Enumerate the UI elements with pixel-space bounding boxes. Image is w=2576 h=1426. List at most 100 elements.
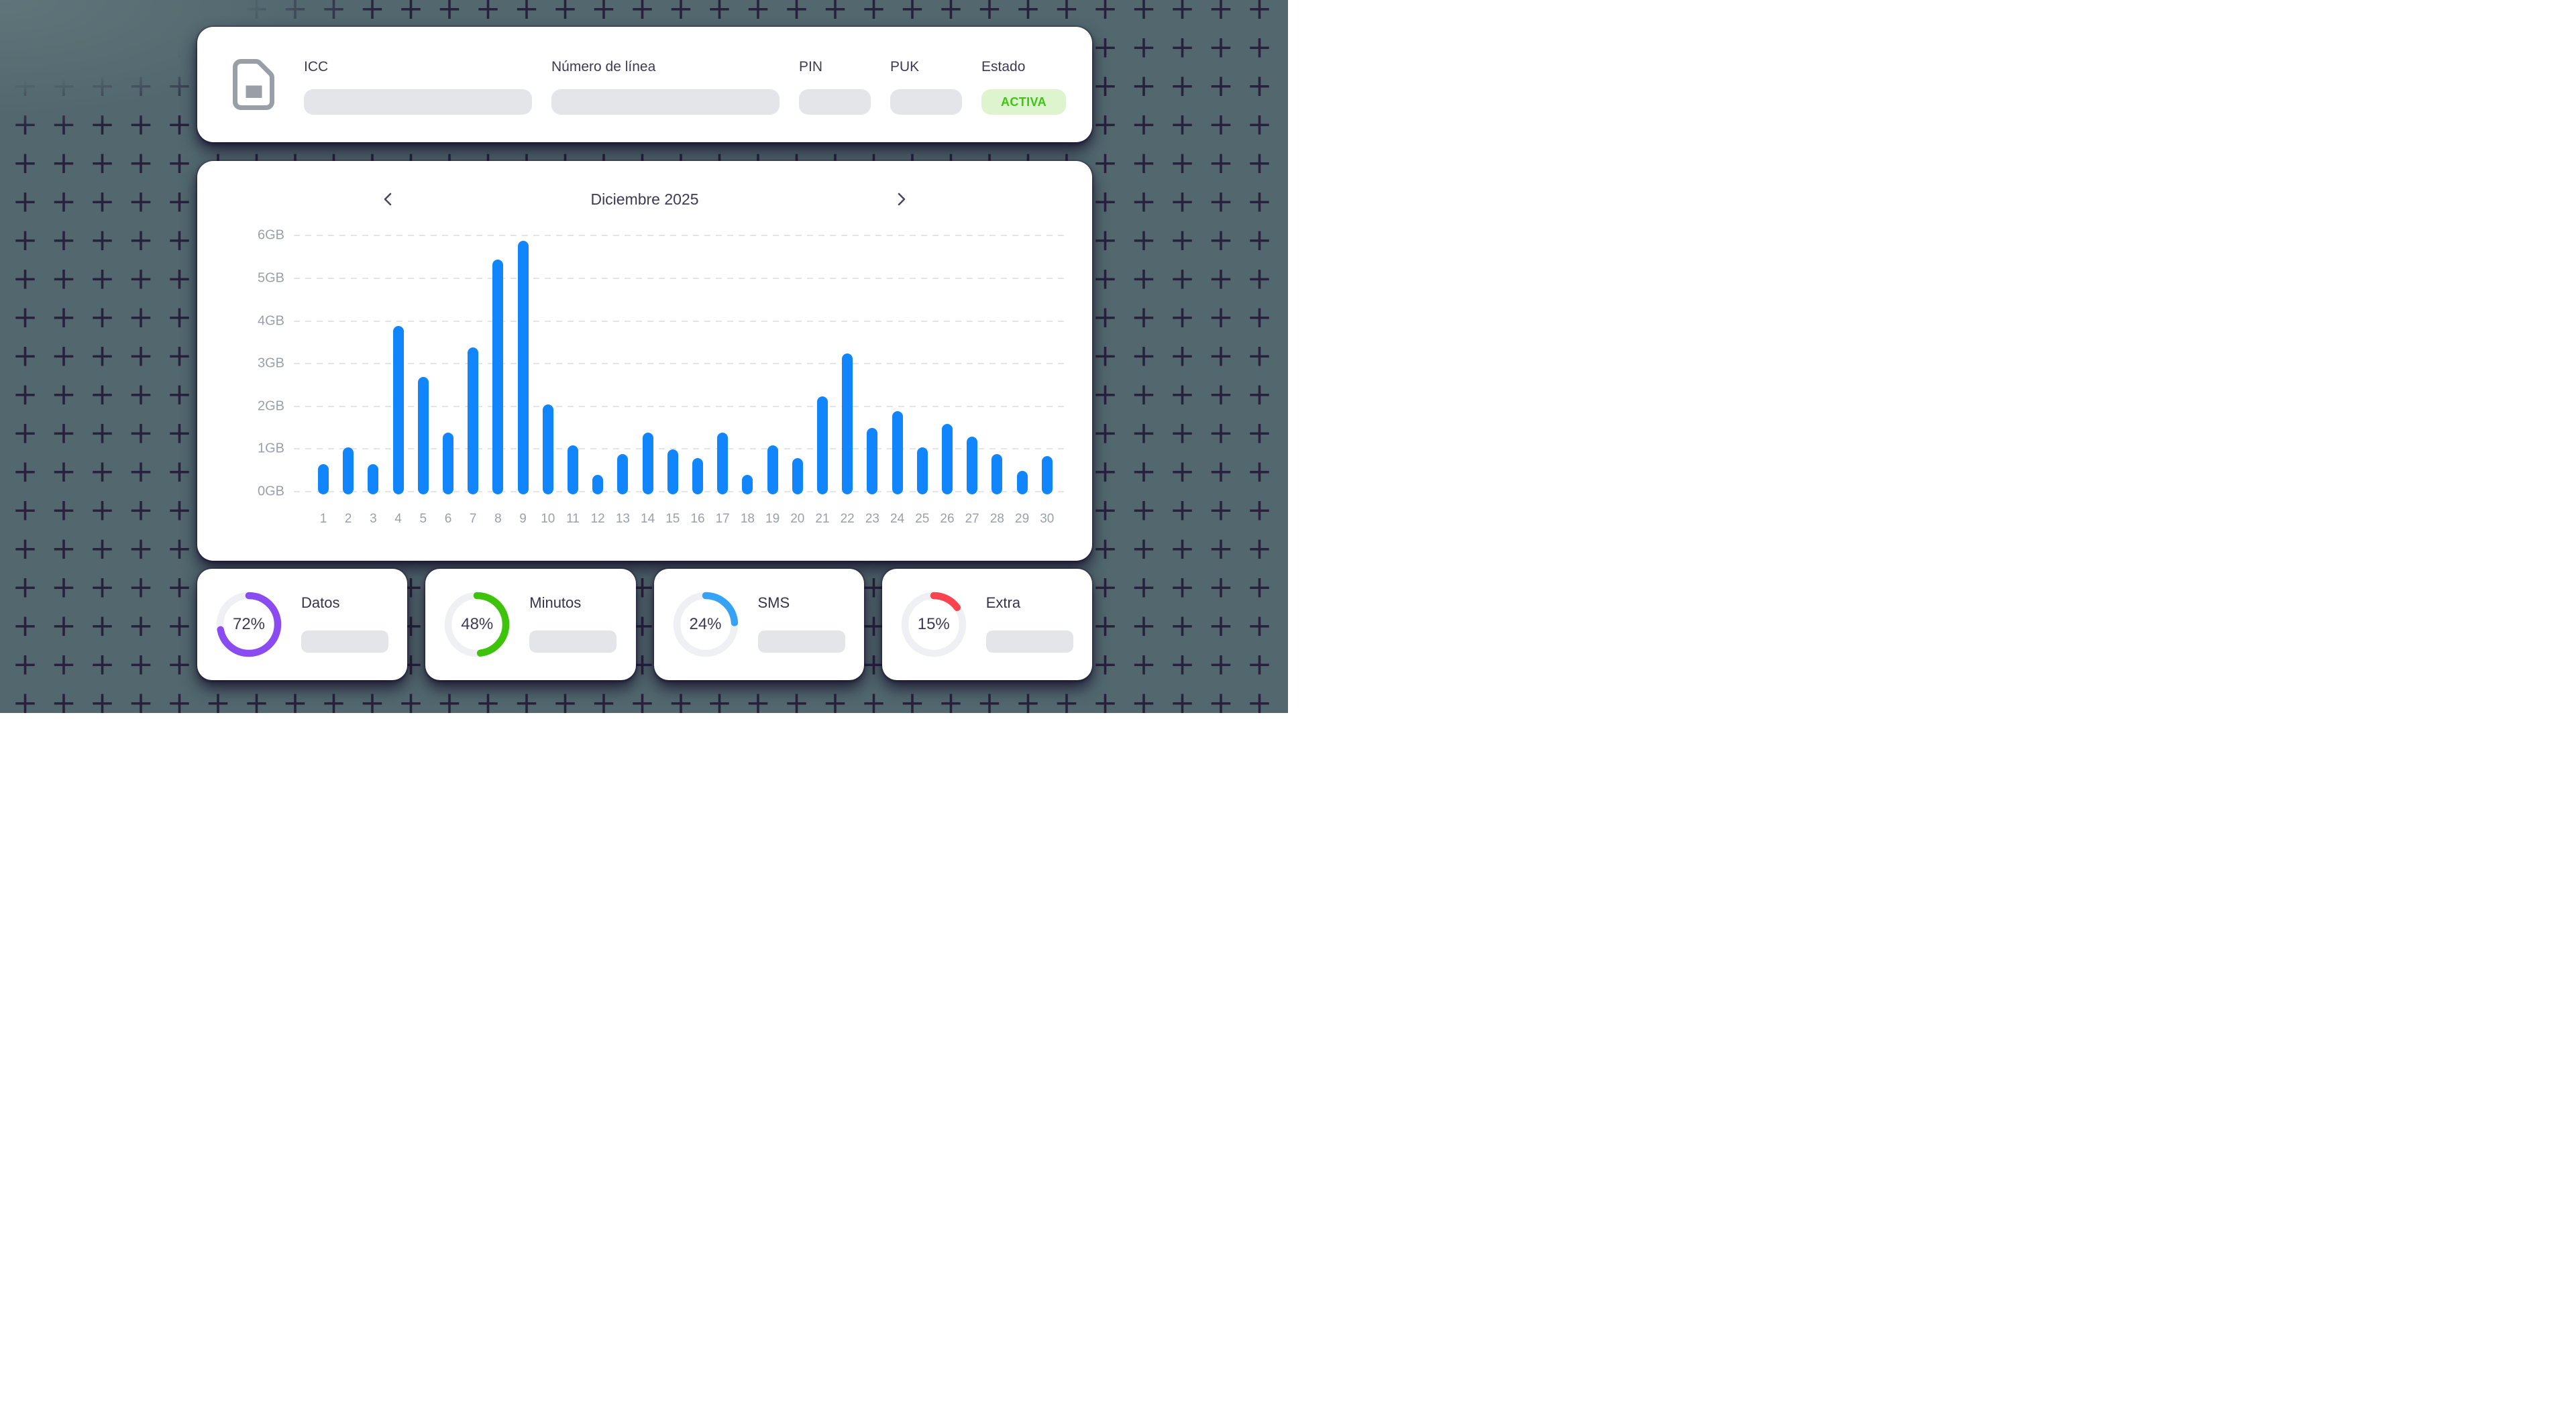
usage-chart-card: Diciembre 2025 0GB 1GB 2GB 3GB 4GB 5GB 6GB 1 2 3 4… xyxy=(197,161,1092,561)
x-tick-label: 12 xyxy=(590,512,605,526)
x-tick-label: 21 xyxy=(815,512,830,526)
bar-day-17 xyxy=(717,432,729,494)
x-tick-label: 10 xyxy=(541,512,555,526)
chevron-left-icon xyxy=(384,193,392,206)
x-tick-label: 29 xyxy=(1015,512,1030,526)
bar-day-22 xyxy=(842,353,853,494)
x-tick-label: 1 xyxy=(319,512,327,526)
chevron-right-icon xyxy=(898,193,906,206)
x-tick-label: 11 xyxy=(566,512,580,526)
bar-day-3 xyxy=(368,464,379,494)
x-tick-label: 6 xyxy=(444,512,452,526)
bar-day-11 xyxy=(568,445,578,494)
bar-day-24 xyxy=(892,410,903,494)
bar-day-29 xyxy=(1016,471,1028,494)
next-month-button[interactable] xyxy=(892,190,910,208)
field-label: PUK xyxy=(890,59,920,74)
sim-card-icon xyxy=(233,59,274,110)
usage-card-datos: 72% Datos xyxy=(197,569,408,680)
x-tick-label: 5 xyxy=(419,512,427,526)
x-tick-label: 8 xyxy=(494,512,502,526)
value-placeholder xyxy=(529,630,617,653)
bar-day-18 xyxy=(742,475,753,494)
x-tick-label: 19 xyxy=(765,512,780,526)
usage-card-minutos: 48% Minutos xyxy=(425,569,636,680)
x-tick-label: 22 xyxy=(840,512,855,526)
field-puk: PUK xyxy=(890,59,962,115)
usage-card-label: Extra xyxy=(985,594,1021,611)
field-label: ICC xyxy=(304,59,329,74)
progress-ring xyxy=(216,592,282,657)
bar-day-12 xyxy=(592,475,604,494)
sim-info-card: ICC Número de línea PIN PUK Estado ACTIVA xyxy=(197,27,1092,142)
field-estado: Estado ACTIVA xyxy=(981,59,1066,115)
bar-day-23 xyxy=(867,428,878,494)
usage-card-label: SMS xyxy=(757,594,790,611)
bar-day-30 xyxy=(1041,455,1053,494)
gridline xyxy=(294,363,1069,365)
y-tick-label: 1GB xyxy=(257,441,284,456)
x-tick-label: 24 xyxy=(890,512,905,526)
y-tick-label: 0GB xyxy=(257,484,284,499)
progress-percent: 72% xyxy=(232,615,266,633)
bar-day-4 xyxy=(392,325,404,494)
x-tick-label: 25 xyxy=(915,512,930,526)
y-tick-label: 6GB xyxy=(257,227,284,243)
bar-day-1 xyxy=(318,464,329,494)
bar-day-10 xyxy=(542,404,553,494)
bar-day-5 xyxy=(417,377,429,494)
status-badge: ACTIVA xyxy=(981,89,1066,115)
x-tick-label: 15 xyxy=(665,512,680,526)
field-label: Número de línea xyxy=(551,59,656,74)
prev-month-button[interactable] xyxy=(380,190,397,208)
progress-ring xyxy=(673,592,738,657)
progress-ring xyxy=(901,592,966,657)
x-tick-label: 18 xyxy=(740,512,755,526)
bar-day-21 xyxy=(817,396,828,494)
value-placeholder xyxy=(551,89,780,115)
value-placeholder xyxy=(301,630,388,653)
x-tick-label: 17 xyxy=(715,512,730,526)
progress-percent: 48% xyxy=(461,615,494,633)
x-tick-label: 7 xyxy=(469,512,477,526)
bar-day-16 xyxy=(692,457,703,494)
value-placeholder xyxy=(985,630,1073,653)
sim-fields: ICC Número de línea PIN PUK Estado ACTIVA xyxy=(304,59,1066,115)
gridline xyxy=(294,491,1069,492)
bar-day-15 xyxy=(667,449,678,494)
bar-day-8 xyxy=(492,260,504,494)
gridline xyxy=(294,278,1069,279)
bar-day-6 xyxy=(443,432,453,494)
field-pin: PIN xyxy=(799,59,871,115)
usage-card-label: Datos xyxy=(301,594,340,611)
x-tick-label: 23 xyxy=(865,512,879,526)
x-tick-label: 2 xyxy=(344,512,352,526)
x-tick-label: 13 xyxy=(615,512,630,526)
field-label: PIN xyxy=(799,59,823,74)
x-tick-label: 30 xyxy=(1040,512,1055,526)
x-tick-label: 9 xyxy=(519,512,527,526)
y-tick-label: 5GB xyxy=(257,270,284,286)
gridline xyxy=(294,235,1069,237)
usage-cards-row: 72% Datos 48% Minutos 24% SMS 15% Extra xyxy=(197,569,1092,680)
y-tick-label: 2GB xyxy=(257,398,284,414)
x-tick-label: 26 xyxy=(940,512,955,526)
usage-card-label: Minutos xyxy=(529,594,582,611)
progress-ring xyxy=(445,592,510,657)
bar-day-2 xyxy=(343,447,354,494)
x-tick-label: 20 xyxy=(790,512,805,526)
bar-day-28 xyxy=(991,453,1003,494)
bar-day-14 xyxy=(642,432,653,494)
bar-day-19 xyxy=(767,445,778,494)
bar-day-25 xyxy=(916,447,928,494)
y-tick-label: 3GB xyxy=(257,355,284,371)
y-tick-label: 4GB xyxy=(257,313,284,329)
progress-percent: 24% xyxy=(689,615,722,633)
gridline xyxy=(294,448,1069,450)
bar-day-26 xyxy=(942,424,953,494)
bar-day-13 xyxy=(617,453,629,494)
x-tick-label: 28 xyxy=(989,512,1004,526)
bar-day-7 xyxy=(468,347,479,494)
bar-day-9 xyxy=(517,240,529,494)
x-tick-label: 14 xyxy=(641,512,655,526)
